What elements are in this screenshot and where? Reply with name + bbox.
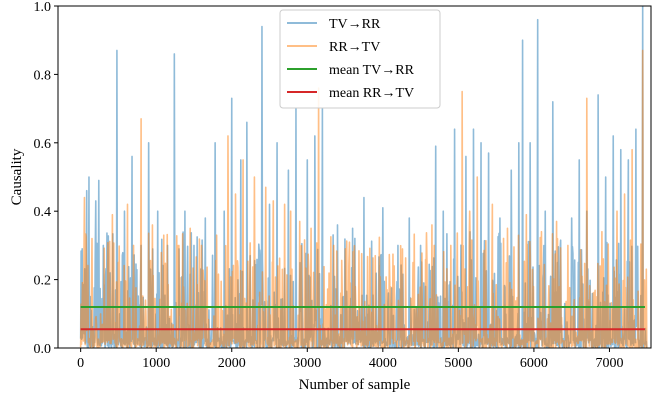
- legend-entry-0: TV→RR: [329, 17, 381, 32]
- x-tick-label: 0: [77, 356, 84, 371]
- y-tick-label: 0.0: [34, 342, 52, 357]
- y-tick-label: 0.4: [34, 205, 52, 220]
- x-axis-ticks: 0 1000 2000 3000 4000 5000 6000 7000: [77, 348, 623, 371]
- y-axis-label: Causality: [9, 148, 25, 205]
- y-tick-label: 1.0: [34, 0, 52, 15]
- legend: TV→RR RR→TV mean TV→RR mean RR→TV: [279, 9, 441, 109]
- y-tick-label: 0.6: [34, 137, 52, 152]
- x-tick-label: 3000: [293, 356, 321, 371]
- plot-frame: [57, 5, 652, 349]
- y-axis-ticks: 0.0 0.2 0.4 0.6 0.8 1.0: [34, 0, 58, 357]
- legend-entry-2: mean TV→RR: [329, 63, 415, 78]
- legend-entry-1: RR→TV: [329, 40, 380, 55]
- x-tick-label: 6000: [520, 356, 548, 371]
- plot-series-layer: [79, 6, 648, 348]
- x-tick-label: 4000: [369, 356, 397, 371]
- x-axis-label: Number of sample: [299, 377, 411, 393]
- legend-entry-3: mean RR→TV: [329, 86, 414, 101]
- x-tick-label: 7000: [595, 356, 623, 371]
- x-tick-label: 2000: [218, 356, 246, 371]
- y-tick-label: 0.2: [34, 274, 52, 289]
- x-tick-label: 1000: [142, 356, 170, 371]
- legend-box: [279, 9, 441, 109]
- y-tick-label: 0.8: [34, 68, 52, 83]
- series-line-1: [79, 49, 648, 348]
- x-tick-label: 5000: [444, 356, 472, 371]
